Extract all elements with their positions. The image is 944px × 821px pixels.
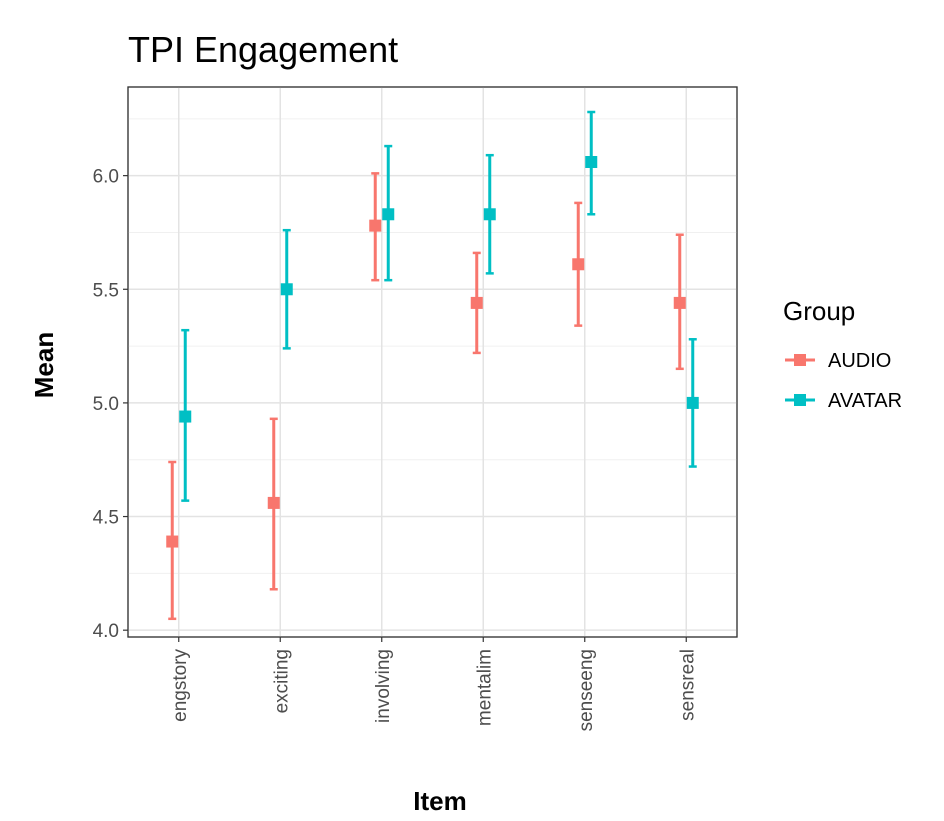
panel-border bbox=[127, 86, 738, 638]
legend-label: AVATAR bbox=[828, 390, 902, 412]
data-point bbox=[369, 219, 382, 232]
legend-title: Group bbox=[783, 296, 855, 326]
y-tick-label: 6.0 bbox=[93, 167, 119, 188]
major-gridlines bbox=[128, 87, 737, 637]
y-tick-label: 4.0 bbox=[93, 621, 119, 642]
x-axis-ticks: engstory exciting involving mentalim senseen… bbox=[170, 637, 698, 731]
x-tick-label: sensreal bbox=[677, 649, 698, 721]
data-point bbox=[280, 283, 293, 296]
legend-key-marker bbox=[794, 354, 806, 366]
y-axis-title: Mean bbox=[29, 332, 59, 398]
data-point bbox=[483, 208, 496, 221]
x-axis-title: Item bbox=[413, 786, 466, 816]
data-point bbox=[179, 410, 192, 423]
data-point bbox=[585, 156, 598, 168]
data-point bbox=[673, 296, 686, 309]
legend-key-marker bbox=[794, 394, 806, 406]
minor-gridlines bbox=[128, 118, 737, 574]
chart-title: TPI Engagement bbox=[128, 29, 398, 70]
x-tick-label: involving bbox=[373, 649, 394, 723]
x-tick-label: senseeng bbox=[576, 649, 597, 731]
data-marks bbox=[166, 110, 699, 621]
plot-panel bbox=[127, 86, 738, 638]
data-point bbox=[267, 496, 280, 509]
y-tick-label: 5.5 bbox=[93, 280, 119, 301]
legend: Group AUDIO AVATAR bbox=[783, 296, 902, 412]
x-tick-label: engstory bbox=[170, 649, 191, 722]
y-tick-label: 4.5 bbox=[93, 508, 119, 529]
x-tick-label: exciting bbox=[271, 649, 292, 713]
data-point bbox=[382, 208, 395, 221]
data-point bbox=[572, 258, 585, 271]
legend-label: AUDIO bbox=[828, 350, 891, 372]
data-point bbox=[166, 535, 179, 548]
y-tick-label: 5.0 bbox=[93, 394, 119, 415]
data-point bbox=[686, 396, 699, 409]
x-tick-label: mentalim bbox=[474, 649, 495, 726]
data-point bbox=[470, 296, 483, 309]
y-axis-ticks: 4.0 4.5 5.0 5.5 6.0 bbox=[93, 167, 128, 642]
